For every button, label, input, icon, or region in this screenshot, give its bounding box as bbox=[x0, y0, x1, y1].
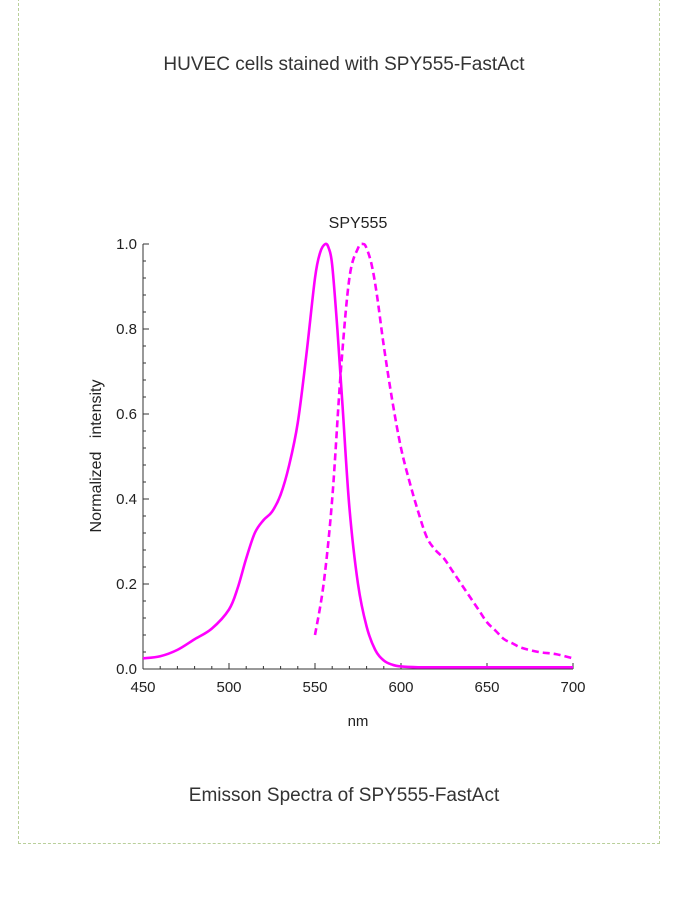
figure-heading: HUVEC cells stained with SPY555-FastAct bbox=[163, 54, 525, 75]
emission-curve-solid bbox=[142, 242, 573, 669]
chart-axes: 450 500 550 600 650 700 0.0 0.2 0.4 0.6 0.8 1.0 bbox=[116, 236, 585, 696]
figure-caption: Emisson Spectra of SPY555-FastAct bbox=[188, 785, 500, 806]
y-tick-label: 0.2 bbox=[116, 576, 137, 593]
x-axis-label: nm bbox=[348, 713, 369, 730]
x-tick-label: 600 bbox=[388, 679, 413, 696]
x-tick-label: 650 bbox=[474, 679, 499, 696]
x-tick-label: 450 bbox=[130, 679, 155, 696]
x-tick-label: 500 bbox=[216, 679, 241, 696]
y-tick-label: 0.4 bbox=[116, 491, 137, 508]
x-tick-label: 700 bbox=[560, 679, 585, 696]
figure-card bbox=[18, 0, 660, 844]
y-tick-label: 0.6 bbox=[116, 406, 137, 423]
y-tick-label: 1.0 bbox=[116, 236, 137, 253]
chart-title: SPY555 bbox=[329, 215, 388, 232]
emission-curve-dashed bbox=[313, 242, 574, 660]
x-tick-label: 550 bbox=[302, 679, 327, 696]
y-axis-label: Normalized intensity bbox=[88, 380, 105, 533]
y-tick-label: 0.0 bbox=[116, 661, 137, 678]
y-tick-label: 0.8 bbox=[116, 321, 137, 338]
chart-series bbox=[142, 242, 574, 669]
